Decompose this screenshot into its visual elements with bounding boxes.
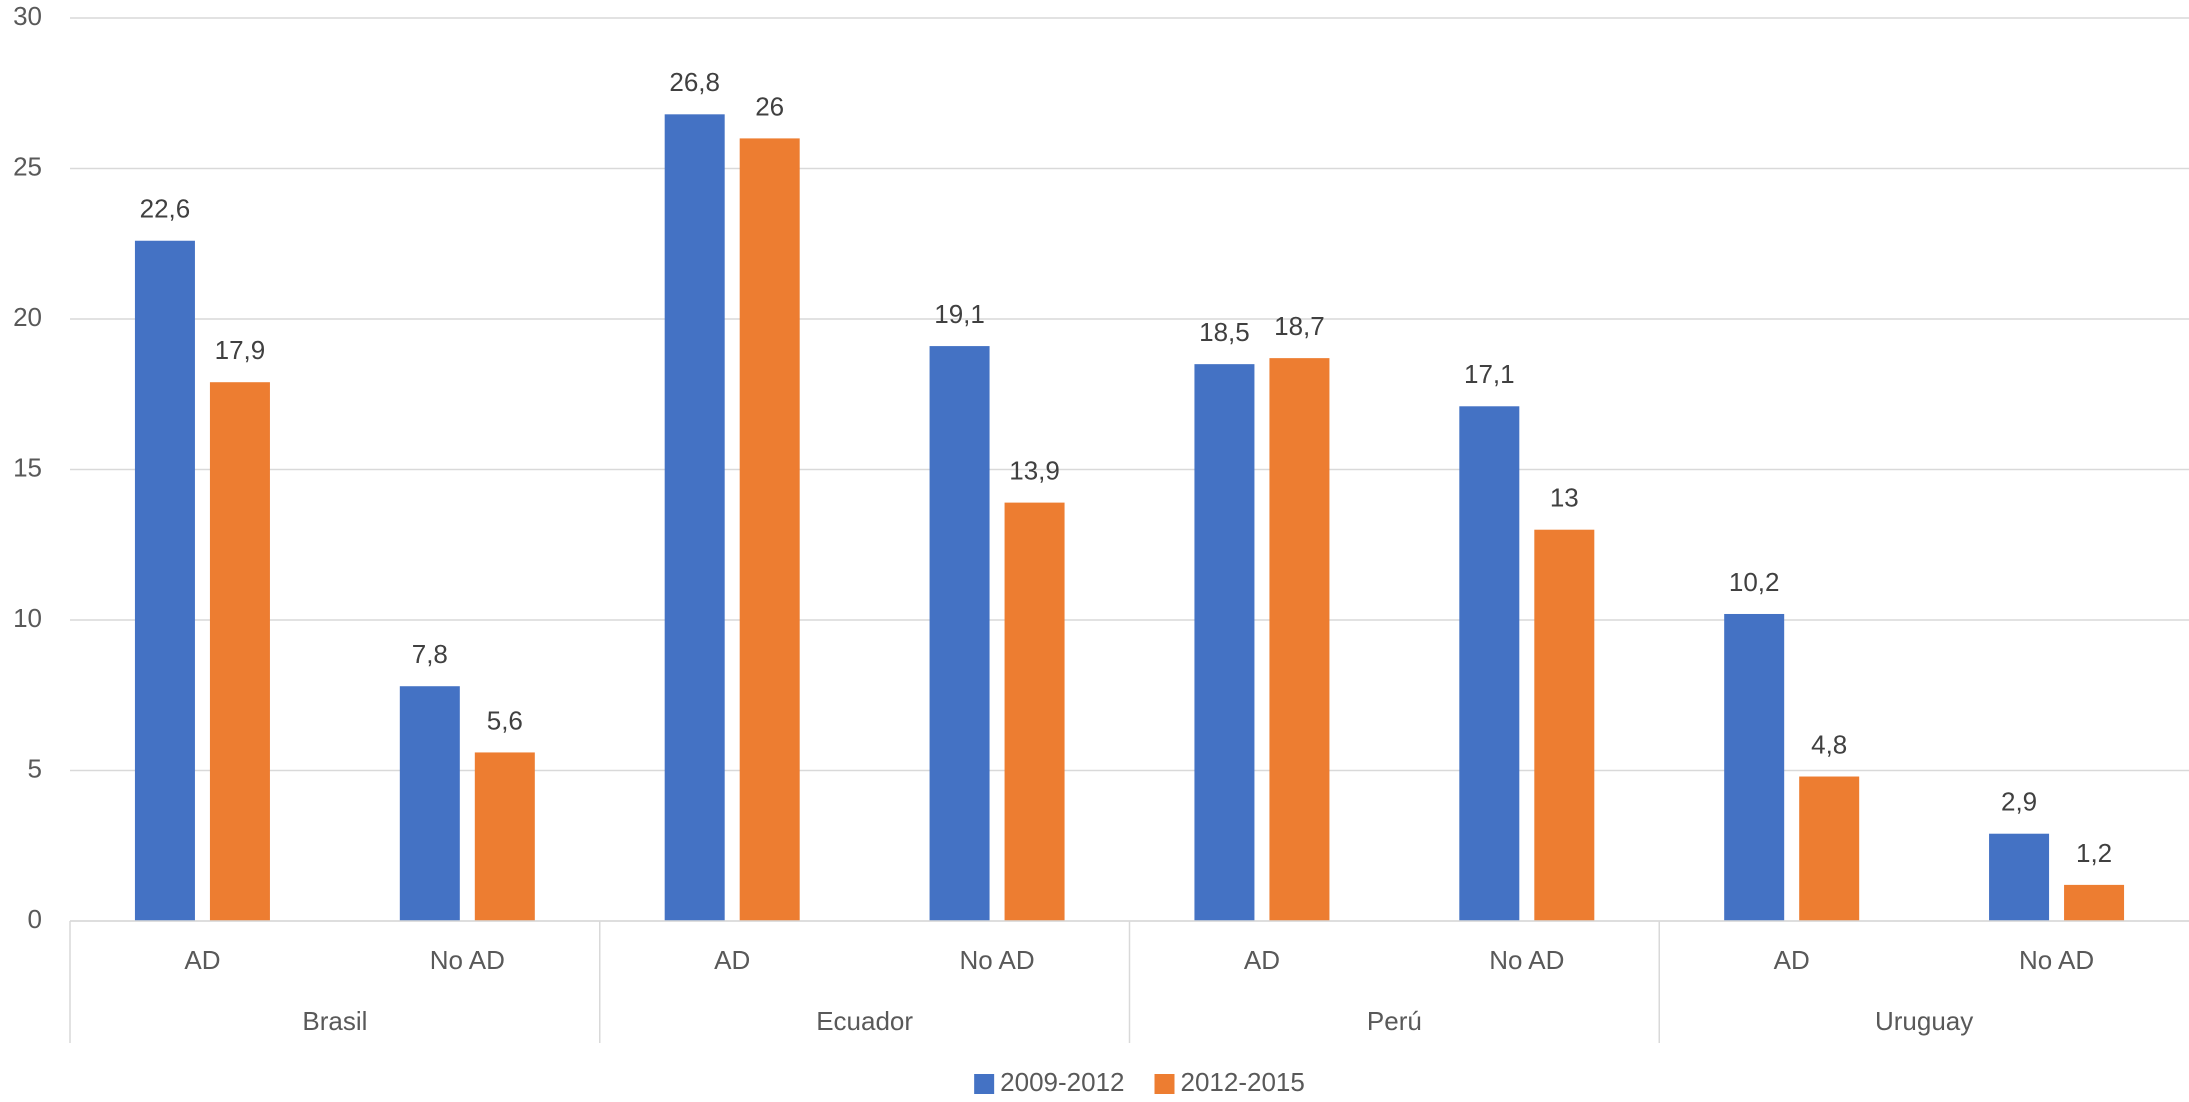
bar — [1459, 406, 1520, 921]
y-tick-label: 30 — [13, 1, 42, 31]
legend-label: 2012-2015 — [1181, 1067, 1305, 1097]
data-label: 17,1 — [1464, 359, 1515, 389]
data-label: 26 — [755, 91, 784, 121]
legend-swatch — [1154, 1074, 1175, 1094]
x-tick-label: No AD — [2019, 945, 2094, 975]
bar — [2064, 884, 2125, 921]
data-label: 13 — [1550, 483, 1579, 513]
bar — [664, 114, 725, 921]
data-label: 5,6 — [487, 705, 523, 735]
x-tick-label: No AD — [959, 945, 1034, 975]
group-label: Uruguay — [1875, 1006, 1973, 1036]
y-tick-label: 15 — [13, 452, 42, 482]
data-label: 26,8 — [669, 67, 720, 97]
data-label: 2,9 — [2001, 787, 2037, 817]
x-tick-label: AD — [1244, 945, 1280, 975]
y-tick-label: 5 — [28, 753, 42, 783]
x-tick-label: No AD — [430, 945, 505, 975]
group-label: Ecuador — [816, 1006, 913, 1036]
bar — [929, 346, 990, 922]
bar — [1724, 613, 1785, 921]
data-label: 19,1 — [934, 299, 985, 329]
x-tick-label: AD — [1774, 945, 1810, 975]
bar — [1004, 502, 1065, 921]
data-label: 22,6 — [140, 194, 191, 224]
data-label: 13,9 — [1009, 455, 1060, 485]
bar — [739, 138, 800, 921]
bar — [1269, 358, 1330, 921]
legend-label: 2009-2012 — [1000, 1067, 1124, 1097]
data-label: 17,9 — [215, 335, 266, 365]
data-label: 4,8 — [1811, 729, 1847, 759]
x-tick-label: No AD — [1489, 945, 1564, 975]
legend-swatch — [974, 1074, 995, 1094]
x-tick-label: AD — [184, 945, 220, 975]
bar — [1534, 529, 1595, 921]
group-label: Brasil — [302, 1006, 367, 1036]
data-label: 10,2 — [1729, 567, 1780, 597]
bar — [209, 382, 270, 922]
data-label: 7,8 — [412, 639, 448, 669]
data-label: 1,2 — [2076, 838, 2112, 868]
bar — [399, 686, 460, 921]
bar — [134, 240, 195, 922]
bar — [1799, 776, 1860, 921]
bar — [1194, 364, 1255, 921]
y-tick-label: 10 — [13, 603, 42, 633]
data-label: 18,5 — [1199, 317, 1250, 347]
y-tick-label: 20 — [13, 302, 42, 332]
bar — [1989, 833, 2050, 921]
y-tick-label: 0 — [28, 904, 42, 934]
bar — [474, 752, 535, 921]
data-label: 18,7 — [1274, 311, 1325, 341]
y-tick-label: 25 — [13, 151, 42, 181]
group-label: Perú — [1367, 1006, 1422, 1036]
x-tick-label: AD — [714, 945, 750, 975]
